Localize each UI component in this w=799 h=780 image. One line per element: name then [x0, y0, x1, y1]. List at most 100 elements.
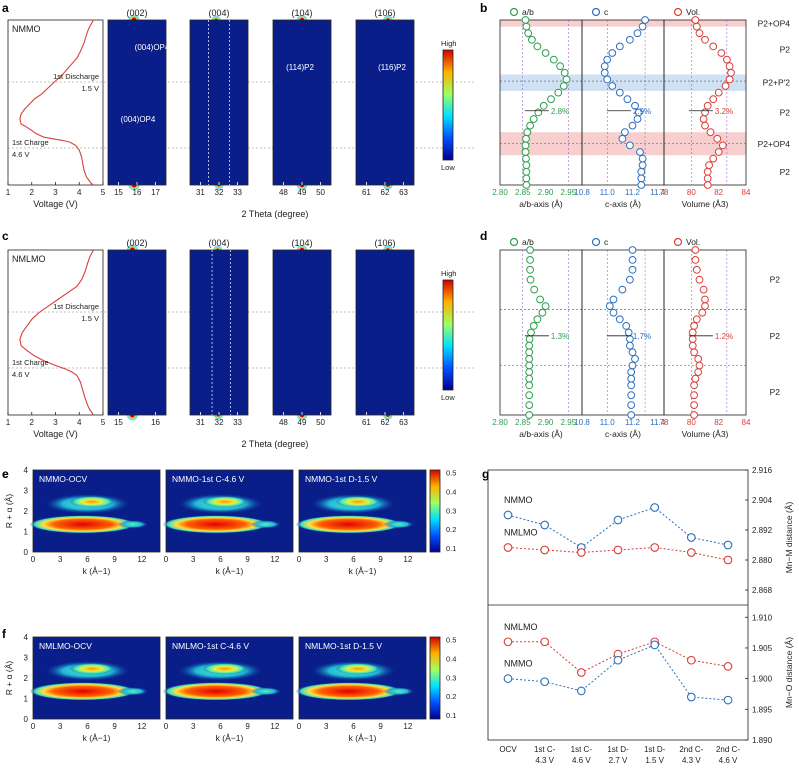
panel-b-marker-c	[638, 22, 647, 31]
panel-g-top-series-label-NMMO: NMMO	[504, 495, 533, 505]
panel-b-marker-c	[628, 121, 637, 130]
panel-e-blob-tail	[383, 520, 415, 529]
panel-d-marker-c	[628, 246, 637, 254]
panel-a-frame	[7, 19, 104, 186]
panel-d-phase-label-1: P2	[770, 331, 781, 341]
panel-b-marker-a/b	[522, 154, 530, 163]
panel-d-marker-Vol.	[691, 374, 700, 383]
panel-a-peak-label-3: (116)P2	[378, 63, 406, 72]
panel-b-marker-a/b	[522, 161, 531, 170]
panel-b-marker-c	[615, 88, 624, 97]
panel-b-marker-Vol.	[703, 101, 712, 110]
panel-d-xtick-label: 2.90	[538, 418, 554, 427]
panel-b-marker-a/b	[521, 16, 530, 24]
panel-c-xtick-label: 3	[53, 418, 58, 427]
panel-b-marker-a/b	[521, 141, 530, 150]
panel-d-xtick-label: 2.85	[515, 418, 531, 427]
panel-f-xtick-label: 9	[378, 722, 383, 731]
panel-a-xlabel: Voltage (V)	[33, 199, 78, 209]
panel-letter-f: f	[2, 627, 7, 641]
panel-a-xrd-2-strip-bg	[272, 19, 332, 186]
panel-c-xlabel: Voltage (V)	[33, 429, 78, 439]
panel-e-xtick-label: 3	[191, 555, 196, 564]
panel-e-xtick-label: 3	[58, 555, 63, 564]
panel-b-xtick-label: 78	[660, 188, 669, 197]
panel-d-marker-Vol.	[688, 335, 697, 344]
panel-b-marker-c	[638, 161, 647, 170]
panel-c-xrd-0-xtick-label: 15	[114, 418, 123, 427]
panel-g-bottom-marker-NMMO	[686, 692, 696, 702]
panel-d-marker-c	[615, 315, 624, 324]
panel-a-xrd-3-xtick-label: 62	[381, 188, 390, 197]
panel-f-xtick-label: 12	[270, 722, 279, 731]
panel-d-legend-label-0: a/b	[522, 237, 534, 247]
panel-d-marker-Vol.	[690, 322, 698, 330]
panel-a-xrd-1-xtick-label: 33	[233, 188, 242, 197]
panel-f-blob-shell2-core	[69, 663, 115, 675]
panel-b-marker-a/b	[522, 134, 530, 143]
panel-b-marker-c	[608, 82, 617, 90]
panel-d-legend-label-2: Vol.	[686, 237, 700, 247]
panel-d-marker-c	[628, 361, 637, 370]
panel-b-subplot-0	[499, 19, 583, 186]
panel-b-marker-Vol.	[717, 49, 726, 57]
panel-b-marker-a/b	[522, 174, 531, 183]
panel-d-marker-a/b	[525, 341, 534, 350]
panel-c-xrd-1-xtick-label: 31	[196, 418, 205, 427]
panel-e-blob-shell1	[29, 515, 137, 534]
panel-b-xlabel-1: c-axis (Å)	[605, 199, 641, 209]
panel-g-top-line-NMMO	[507, 506, 729, 549]
panel-e-map-title-0: NMMO-OCV	[39, 474, 87, 484]
panel-a-peak-label-1: (004)OP4	[121, 115, 156, 124]
panel-d-marker-a/b	[525, 381, 534, 390]
panel-g-category-label: OCV	[499, 745, 517, 754]
panel-f-xlabel-2: k (Å−1)	[349, 733, 377, 743]
panel-g-top-marker-NMMO	[613, 515, 623, 525]
panel-b-marker-a/b	[560, 68, 569, 77]
panel-c-xrd-3-xtick-label: 61	[362, 418, 371, 427]
panel-f-xtick-label: 0	[297, 722, 302, 731]
panel-g-bottom-ylabel: Mn−O distance (Å)	[784, 637, 794, 708]
panel-b-phase-label-1: P2	[780, 45, 791, 55]
panel-d-xtick-label: 2.80	[492, 418, 508, 427]
panel-e-ylabel: R + α (Å)	[4, 494, 14, 529]
panel-d-marker-a/b	[525, 368, 534, 377]
panel-b-legend-marker-2	[673, 7, 683, 17]
panel-d-marker-Vol.	[695, 275, 704, 284]
panel-f-xtick-label: 9	[112, 722, 117, 731]
panel-b-marker-Vol.	[701, 108, 709, 117]
panel-b-marker-a/b	[549, 55, 558, 64]
panel-g-top-marker-NMLMO	[723, 555, 733, 565]
panel-b-marker-Vol.	[723, 55, 731, 64]
panel-f-blob-shell1	[162, 682, 270, 701]
panel-b-marker-c	[636, 148, 644, 156]
panel-d-marker-c	[618, 285, 627, 294]
panel-e-blob-shell2-core	[335, 496, 381, 508]
panel-b-marker-a/b	[521, 148, 530, 156]
panel-d-marker-Vol.	[699, 285, 708, 294]
panel-b-marker-Vol.	[706, 128, 715, 137]
panel-g-top-marker-NMLMO	[686, 548, 696, 557]
panel-d-xtick-label: 11.0	[600, 418, 616, 427]
panel-e-map-2	[298, 469, 427, 553]
panel-d-marker-a/b	[527, 328, 535, 337]
panel-g-top-ytick-label: 2.892	[752, 526, 773, 535]
panel-a-voltage-curve	[19, 19, 94, 186]
panel-g-category-label: 4.3 V	[535, 756, 554, 765]
panel-b-xlabel-0: a/b-axis (Å)	[519, 199, 563, 209]
panel-b-xtick-label: 2.90	[538, 188, 554, 197]
panel-c-xtick-label: 1	[6, 418, 11, 427]
panel-f-blob-shell1	[295, 682, 403, 701]
panel-a-xtick-label: 5	[101, 188, 106, 197]
panel-letter-e-fix: e	[2, 467, 9, 481]
panel-g-top-ytick-label: 2.868	[752, 586, 773, 595]
panel-d-marker-c	[622, 322, 631, 330]
panel-f-colorbar-tick: 0.5	[446, 636, 456, 645]
panel-b-xtick-label: 11.2	[625, 188, 641, 197]
panel-d-marker-a/b	[525, 348, 534, 357]
panel-a-xrd-2-xtick-label: 50	[316, 188, 325, 197]
panel-d-marker-a/b	[525, 335, 534, 344]
panel-g-top-marker-NMMO	[650, 503, 660, 512]
panel-b-marker-a/b	[534, 108, 543, 117]
